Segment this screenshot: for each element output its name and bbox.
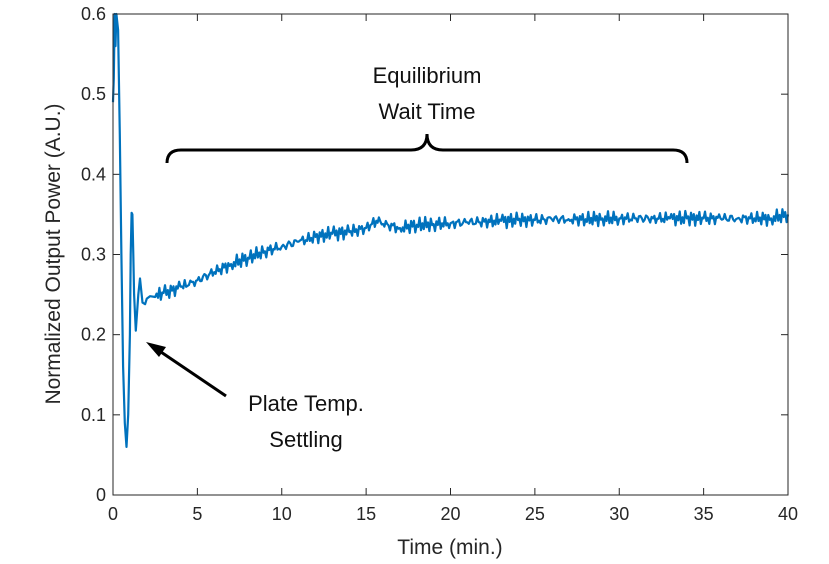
curly-brace: [165, 133, 689, 164]
x-tick-label: 20: [440, 504, 460, 524]
y-tick-label: 0: [96, 485, 106, 505]
x-tick-label: 10: [272, 504, 292, 524]
y-tick-label: 0.3: [81, 245, 106, 265]
y-tick-label: 0.1: [81, 405, 106, 425]
y-tick-label: 0.2: [81, 325, 106, 345]
annotation-equilibrium-line2: Wait Time: [379, 99, 476, 124]
plot-frame: [112, 13, 789, 496]
x-tick-label: 0: [108, 504, 118, 524]
x-tick-label: 15: [356, 504, 376, 524]
y-tick-label: 0.4: [81, 164, 106, 184]
annotation-equilibrium-line1: Equilibrium: [373, 63, 482, 88]
annotation-plate-line1: Plate Temp.: [248, 391, 364, 416]
annotation-arrow-head: [146, 342, 166, 357]
x-axis-title: Time (min.): [397, 536, 502, 559]
x-tick-label: 5: [192, 504, 202, 524]
y-tick-label: 0.5: [81, 84, 106, 104]
y-axis-title: Normalized Output Power (A.U.): [42, 103, 65, 404]
x-tick-label: 35: [694, 504, 714, 524]
x-tick-label: 40: [778, 504, 798, 524]
annotation-plate-line2: Settling: [269, 427, 342, 452]
axis-ticks: 0 5 10 15 20 25 30 35 40 0 0.1 0.2 0.3 0.4 0.5 0.6: [81, 4, 798, 524]
x-tick-label: 25: [525, 504, 545, 524]
y-tick-label: 0.6: [81, 4, 106, 24]
series-line: [111, 12, 790, 448]
annotation-arrow-shaft: [157, 348, 227, 398]
plot-area: [113, 14, 788, 495]
x-tick-label: 30: [609, 504, 629, 524]
